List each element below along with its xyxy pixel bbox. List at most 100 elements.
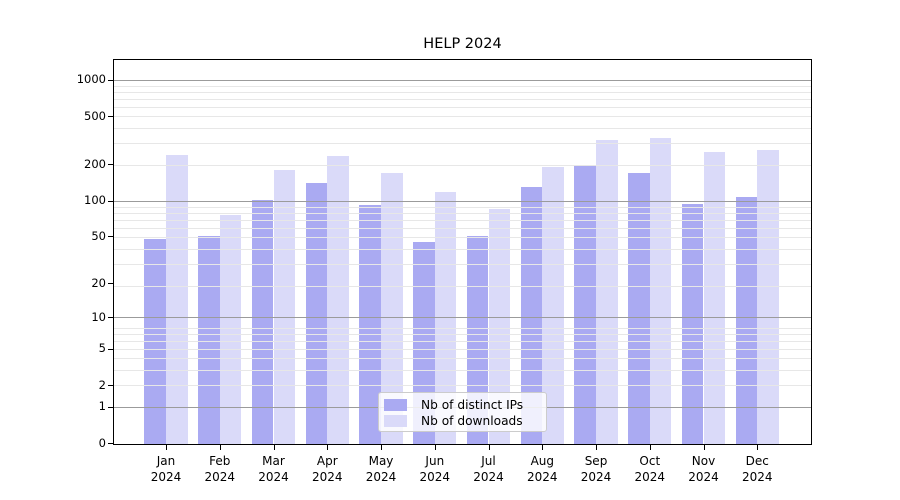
y-tick-mark	[108, 317, 113, 318]
y-tick-label: 100	[84, 193, 106, 207]
bar	[649, 137, 672, 445]
legend: Nb of distinct IPs Nb of downloads	[378, 392, 547, 432]
x-tick-label: Sep 2024	[580, 454, 612, 484]
x-tick-mark	[596, 445, 597, 450]
x-tick-label: Jun 2024	[419, 454, 451, 484]
x-tick-label: Apr 2024	[312, 454, 343, 484]
x-tick-mark	[488, 445, 490, 450]
x-tick-label: Jan 2024	[150, 454, 182, 484]
gridline	[113, 285, 812, 287]
x-tick-mark	[166, 445, 167, 450]
legend-row-downloads: Nb of downloads	[384, 413, 546, 429]
y-tick-label: 10	[91, 309, 106, 324]
gridline	[113, 206, 812, 208]
x-tick-mark	[703, 445, 705, 450]
x-tick-mark	[273, 445, 275, 450]
y-tick-label: 1	[98, 399, 106, 414]
gridline	[113, 116, 812, 118]
bar	[574, 165, 596, 445]
gridline	[113, 340, 812, 342]
x-tick-mark	[649, 445, 651, 450]
legend-label: Nb of distinct IPs	[421, 398, 524, 412]
bar	[628, 173, 650, 445]
gridline	[113, 348, 812, 350]
y-tick-mark	[108, 443, 113, 444]
gridline	[113, 164, 812, 166]
y-tick-label: 50	[91, 228, 106, 243]
y-tick-label: 500	[84, 108, 106, 123]
bar	[434, 192, 457, 445]
x-tick-label: May 2024	[365, 454, 397, 484]
gridline	[113, 327, 812, 329]
y-tick-label: 200	[84, 156, 106, 171]
gridline	[113, 98, 812, 100]
bar	[219, 215, 242, 445]
bar	[273, 170, 296, 445]
y-tick-mark	[108, 385, 113, 387]
y-tick-mark	[108, 406, 113, 408]
gridline	[113, 249, 812, 251]
x-tick-label: Dec 2024	[742, 454, 773, 484]
bar	[251, 200, 274, 445]
x-tick-label: Aug 2024	[527, 454, 558, 484]
gridline	[113, 385, 812, 387]
y-tick-mark	[108, 164, 113, 166]
x-tick-mark	[757, 445, 759, 450]
gridline	[113, 128, 812, 130]
bar	[757, 150, 779, 445]
y-tick-mark	[108, 200, 113, 202]
y-tick-label: 1000	[76, 72, 106, 87]
y-tick-label: 20	[91, 275, 106, 290]
y-tick-mark	[108, 236, 113, 238]
bar	[166, 155, 188, 445]
bar	[596, 140, 618, 445]
plot-area	[113, 59, 812, 445]
x-tick-mark	[434, 445, 436, 450]
legend-swatch-icon	[384, 399, 407, 411]
bar	[381, 172, 403, 445]
legend-swatch-icon	[384, 415, 407, 427]
y-tick-mark	[108, 348, 113, 350]
gridline	[113, 91, 812, 93]
legend-label: Nb of downloads	[421, 414, 523, 428]
gridline	[113, 227, 812, 229]
x-tick-label: Nov 2024	[688, 454, 719, 484]
gridline	[113, 264, 812, 266]
gridline	[113, 200, 812, 202]
bar	[327, 156, 349, 445]
y-tick-label: 0	[98, 435, 106, 450]
y-tick-mark	[108, 116, 113, 118]
y-tick-mark	[108, 79, 113, 81]
legend-row-distinct-ips: Nb of distinct IPs	[384, 397, 546, 413]
bar	[305, 182, 328, 445]
x-tick-mark	[542, 445, 544, 450]
x-tick-label: Jul 2024	[473, 454, 504, 484]
gridline	[113, 317, 812, 318]
bar	[542, 167, 564, 445]
y-tick-label: 2	[98, 377, 106, 392]
x-tick-label: Mar 2024	[258, 454, 289, 484]
x-tick-mark	[219, 445, 221, 450]
gridline	[113, 79, 812, 81]
gridline	[113, 85, 812, 87]
x-tick-mark	[381, 445, 382, 450]
x-tick-mark	[327, 445, 329, 450]
x-tick-label: Feb 2024	[204, 454, 236, 484]
y-tick-label: 5	[98, 341, 106, 356]
gridline	[113, 237, 812, 239]
bar	[703, 152, 726, 445]
chart-title: HELP 2024	[423, 36, 502, 52]
gridline	[113, 358, 812, 360]
bar	[520, 187, 543, 445]
gridline	[113, 143, 812, 145]
gridline	[113, 106, 812, 108]
x-tick-label: Oct 2024	[634, 454, 666, 484]
gridline	[113, 212, 812, 214]
gridline	[113, 370, 812, 372]
bar	[144, 238, 166, 445]
bar	[735, 196, 758, 445]
gridline	[113, 333, 812, 335]
y-tick-mark	[108, 283, 113, 284]
bar	[681, 204, 704, 445]
